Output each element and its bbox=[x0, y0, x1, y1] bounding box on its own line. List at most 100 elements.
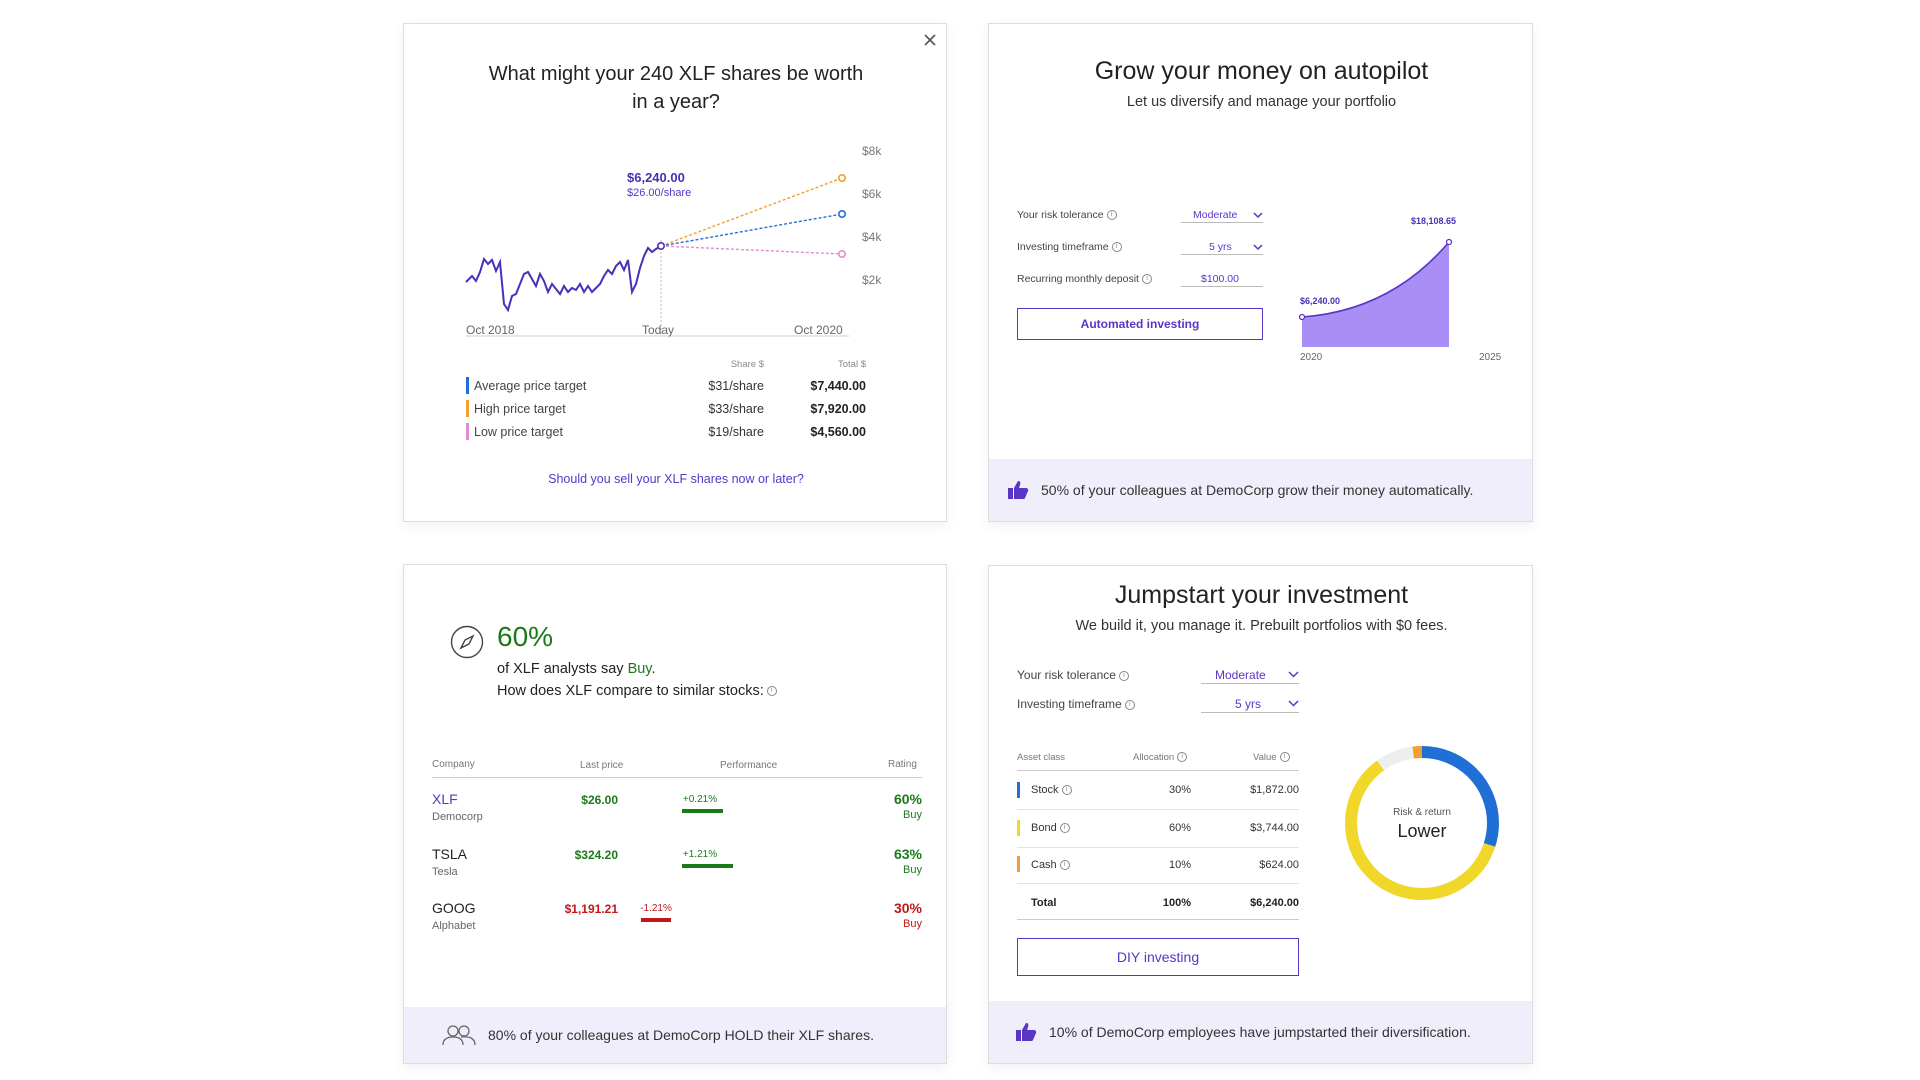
growth-x-start: 2020 bbox=[1300, 352, 1323, 363]
risk-tolerance-label: Your risk tolerance i bbox=[1017, 668, 1129, 682]
sell-shares-link[interactable]: Should you sell your XLF shares now or l… bbox=[548, 472, 804, 486]
target-total: $7,920.00 bbox=[810, 402, 866, 416]
rating-percent: 63% bbox=[893, 846, 922, 862]
low-forecast-line bbox=[660, 245, 843, 255]
analyst-footer-text: 80% of your colleagues at DemoCorp HOLD … bbox=[488, 1027, 874, 1043]
table-row[interactable]: GOOG Alphabet $1,191.21 -1.21% 30% Buy bbox=[432, 900, 922, 940]
high-target-point bbox=[837, 173, 846, 182]
autopilot-card: Grow your money on autopilot Let us dive… bbox=[988, 23, 1533, 522]
x-tick-start: Oct 2018 bbox=[466, 323, 515, 337]
performance: +0.21% bbox=[682, 794, 718, 805]
growth-chart bbox=[1299, 238, 1453, 347]
target-share: $33/share bbox=[708, 402, 764, 416]
autopilot-title: Grow your money on autopilot bbox=[1094, 57, 1429, 85]
info-icon: i bbox=[1061, 785, 1072, 796]
y-tick-2k: $2k bbox=[862, 273, 882, 287]
allocation-row-stock: Stock i 30% $1,872.00 bbox=[1017, 779, 1299, 810]
monthly-deposit-label: Recurring monthly deposit i bbox=[1017, 273, 1152, 285]
table-row[interactable]: TSLA Tesla $324.20 +1.21% 63% Buy bbox=[432, 846, 922, 886]
col-header-share: Share $ bbox=[730, 359, 764, 370]
rating-percent: 30% bbox=[893, 900, 922, 916]
monthly-deposit-input[interactable]: $100.00 bbox=[1181, 271, 1263, 287]
risk-tolerance-label: Your risk tolerance i bbox=[1017, 209, 1117, 221]
growth-end-point bbox=[1445, 238, 1453, 246]
timeframe-select[interactable]: 5 yrs bbox=[1181, 239, 1263, 255]
donut-segment-cash bbox=[1345, 746, 1499, 900]
ticker[interactable]: GOOG bbox=[432, 900, 476, 916]
allocation-donut bbox=[1345, 746, 1499, 900]
target-label: Average price target bbox=[474, 379, 587, 393]
company-name: Democorp bbox=[432, 811, 483, 823]
analyst-footer: 80% of your colleagues at DemoCorp HOLD … bbox=[404, 1007, 946, 1063]
autopilot-footer: 50% of your colleagues at DemoCorp grow … bbox=[989, 459, 1532, 521]
table-row[interactable]: XLF Democorp $26.00 +0.21% 60% Buy bbox=[432, 791, 922, 831]
timeframe-select[interactable]: 5 yrs bbox=[1201, 695, 1299, 713]
allocation-table-header: Asset class Allocation i Value i bbox=[1017, 752, 1299, 771]
forecast-chart bbox=[465, 173, 849, 337]
company-name: Tesla bbox=[432, 866, 458, 878]
info-icon: i bbox=[1279, 752, 1290, 763]
chevron-down-icon bbox=[1253, 243, 1263, 250]
x-tick-end: Oct 2020 bbox=[794, 323, 843, 337]
last-price: $26.00 bbox=[581, 793, 618, 807]
growth-area bbox=[1302, 242, 1449, 347]
timeframe-label: Investing timeframe i bbox=[1017, 241, 1122, 253]
target-share: $19/share bbox=[708, 425, 764, 439]
analyst-percent: 60% bbox=[497, 621, 554, 652]
info-icon: i bbox=[1059, 823, 1070, 834]
target-total: $7,440.00 bbox=[810, 379, 866, 393]
performance: +1.21% bbox=[682, 849, 718, 860]
growth-x-end: 2025 bbox=[1479, 352, 1502, 363]
automated-investing-button[interactable]: Automated investing bbox=[1017, 308, 1263, 340]
risk-tolerance-select[interactable]: Moderate bbox=[1181, 207, 1263, 223]
analyst-rating-card: 60% of XLF analysts say Buy. How does XL… bbox=[403, 564, 947, 1064]
thumbs-up-icon bbox=[1008, 481, 1029, 499]
analyst-summary: of XLF analysts say Buy. bbox=[497, 661, 656, 677]
company-name: Alphabet bbox=[432, 920, 476, 932]
info-icon: i bbox=[1111, 242, 1122, 253]
chevron-down-icon bbox=[1288, 700, 1299, 707]
target-share: $31/share bbox=[708, 379, 764, 393]
ticker[interactable]: XLF bbox=[432, 791, 458, 807]
target-row-avg: Average price target $31/share $7,440.00 bbox=[466, 377, 866, 395]
target-total: $4,560.00 bbox=[810, 425, 866, 439]
high-forecast-line bbox=[660, 177, 843, 247]
performance-bar bbox=[641, 918, 671, 922]
avg-target-point bbox=[837, 210, 846, 219]
growth-start-point bbox=[1299, 313, 1306, 321]
diy-investing-button[interactable]: DIY investing bbox=[1017, 938, 1299, 976]
compare-table-header: Company Last price Performance Rating bbox=[432, 759, 922, 778]
performance-bar bbox=[682, 864, 733, 868]
jumpstart-title: Jumpstart your investment bbox=[1114, 581, 1409, 609]
info-icon: i bbox=[1124, 699, 1135, 710]
compare-question: How does XLF compare to similar stocks: i bbox=[497, 683, 777, 699]
rating-label: Buy bbox=[903, 864, 922, 876]
growth-line bbox=[1301, 241, 1450, 318]
ticker[interactable]: TSLA bbox=[432, 846, 468, 862]
jumpstart-footer: 10% of DemoCorp employees have jumpstart… bbox=[989, 1001, 1532, 1063]
tooltip-subvalue: $26.00/share bbox=[627, 187, 692, 199]
info-icon: i bbox=[1141, 274, 1152, 285]
y-tick-8k: $8k bbox=[862, 144, 882, 158]
price-history-line bbox=[465, 245, 662, 313]
x-tick-today: Today bbox=[642, 323, 675, 337]
performance-bar bbox=[682, 809, 723, 813]
close-icon[interactable] bbox=[922, 32, 938, 48]
donut-value: Lower bbox=[1397, 821, 1447, 841]
donut-caption: Risk & return bbox=[1393, 807, 1451, 818]
risk-tolerance-select[interactable]: Moderate bbox=[1201, 666, 1299, 684]
info-icon: i bbox=[1118, 670, 1129, 681]
info-icon: i bbox=[1177, 752, 1188, 763]
today-point bbox=[657, 242, 666, 251]
donut-segment-bond bbox=[1345, 746, 1499, 900]
compass-icon bbox=[450, 625, 484, 664]
forecast-title: What might your 240 XLF shares be worth … bbox=[488, 63, 864, 113]
legend-swatch bbox=[466, 423, 469, 440]
legend-swatch bbox=[466, 377, 469, 394]
price-forecast-card: What might your 240 XLF shares be worth … bbox=[403, 23, 947, 522]
jumpstart-footer-text: 10% of DemoCorp employees have jumpstart… bbox=[1049, 1024, 1471, 1040]
last-price: $324.20 bbox=[574, 848, 618, 862]
autopilot-footer-text: 50% of your colleagues at DemoCorp grow … bbox=[1041, 482, 1474, 498]
growth-end-value: $18,108.65 bbox=[1411, 216, 1457, 226]
performance: -1.21% bbox=[640, 903, 672, 914]
